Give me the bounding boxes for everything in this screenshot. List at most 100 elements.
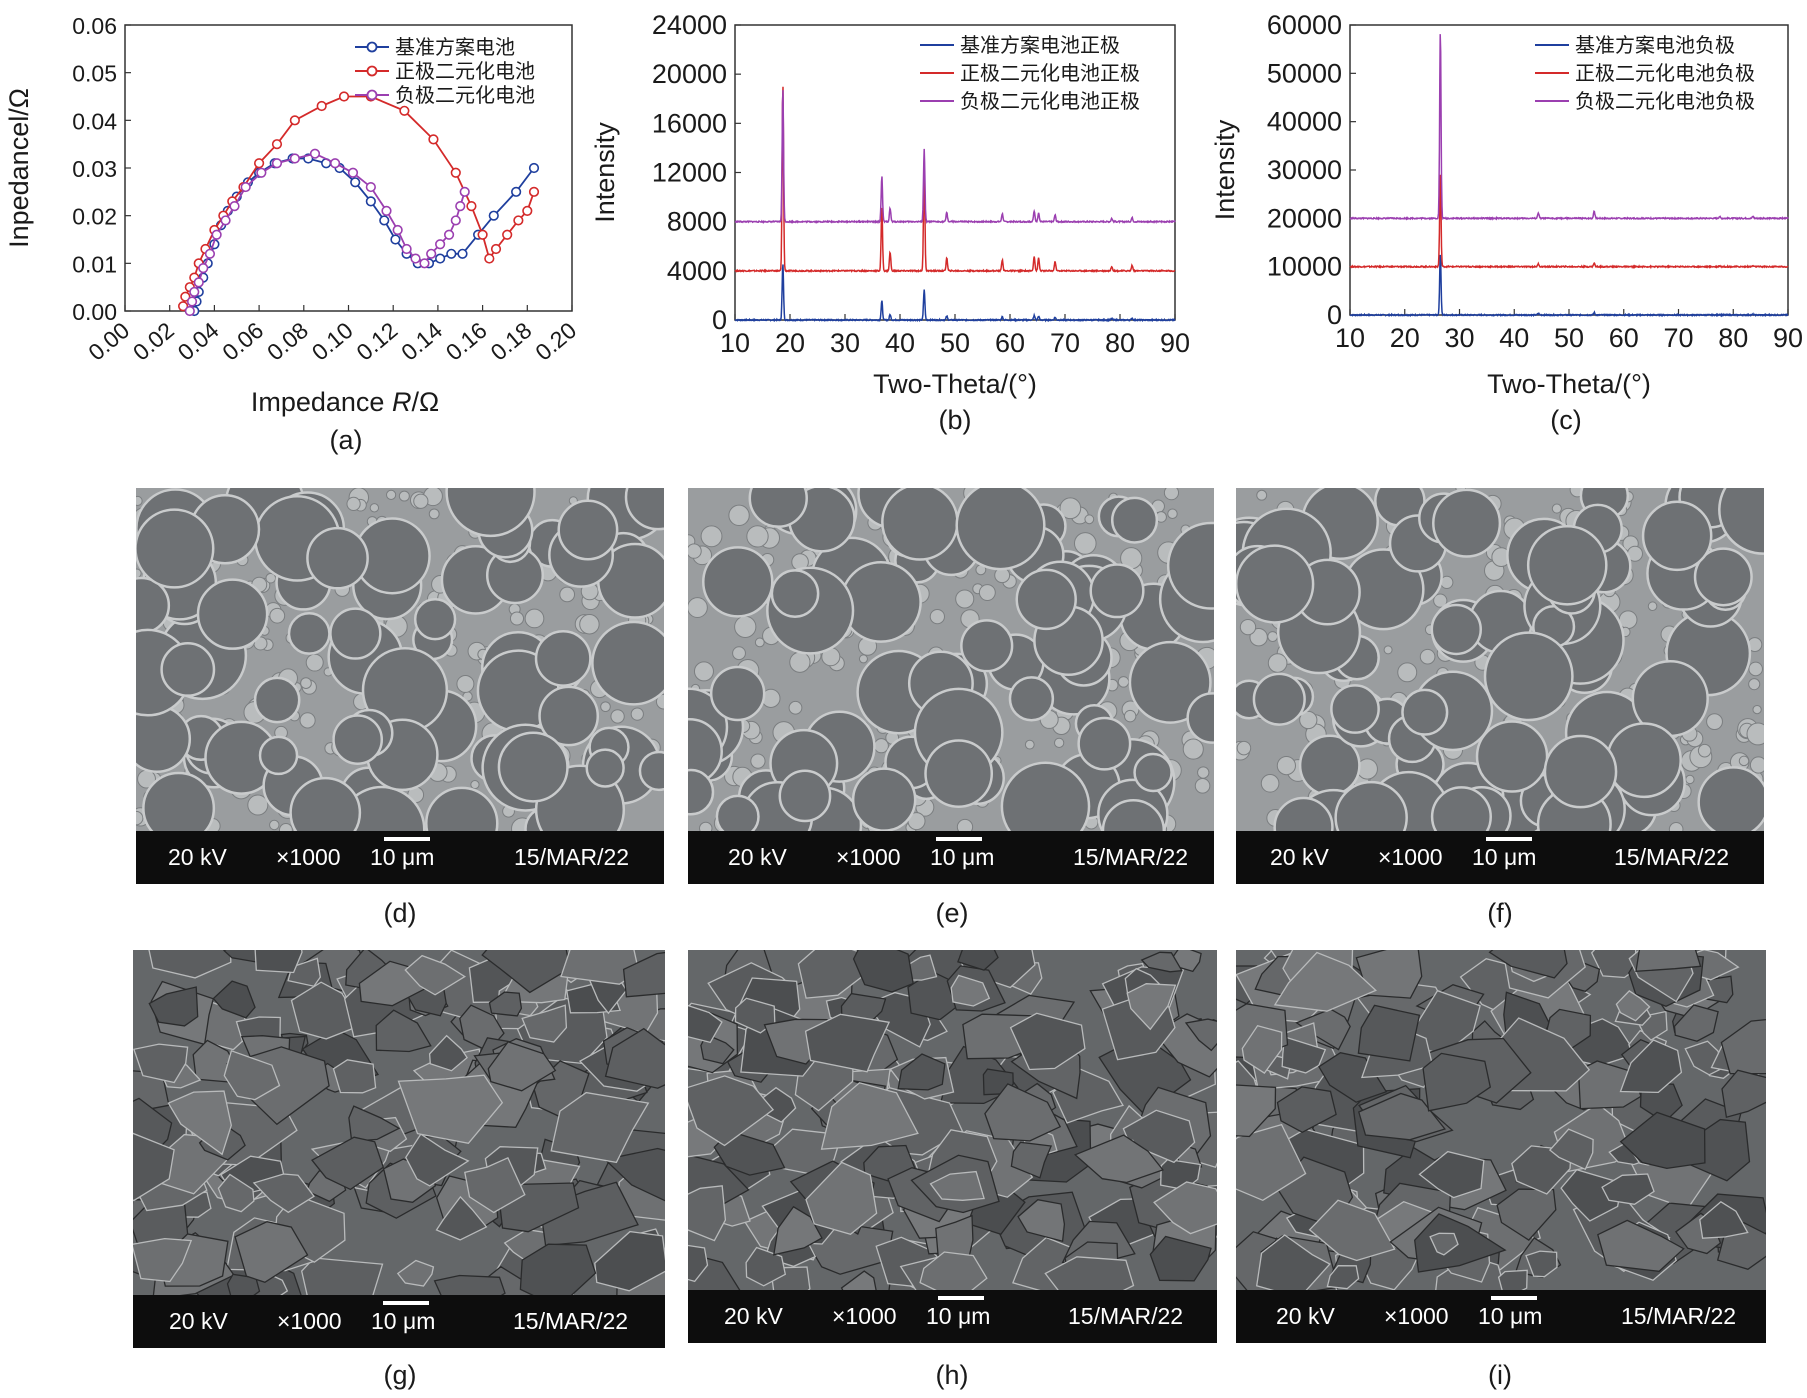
small-particle [600, 701, 611, 713]
x-tick-label: 0.14 [396, 317, 447, 366]
data-point [435, 239, 446, 250]
panel-label-h: (h) [935, 1360, 969, 1390]
small-particle [746, 525, 769, 548]
data-point [178, 301, 189, 312]
data-point [511, 186, 522, 197]
small-particle [1260, 774, 1280, 793]
large-particle [1475, 720, 1549, 793]
large-particle [778, 769, 832, 823]
large-particle [497, 731, 569, 803]
small-particle [1163, 488, 1180, 501]
graphite-flake [688, 1185, 727, 1242]
legend-entry: 基准方案电池负极 [1575, 34, 1735, 57]
data-point [528, 162, 540, 174]
sem-info-bar: 20 kV ×1000 10 μm 15/MAR/22 [133, 1295, 665, 1348]
graphite-flake [404, 954, 467, 996]
large-particle [1128, 640, 1212, 724]
graphite-flake [560, 950, 640, 985]
sem-texture [1236, 950, 1766, 1317]
large-particle [306, 526, 369, 590]
data-point [488, 210, 499, 221]
small-particle [1256, 489, 1268, 501]
data-point [189, 286, 200, 298]
small-particle [369, 503, 380, 513]
large-particle [851, 767, 917, 832]
small-particle [788, 700, 803, 715]
large-particle [638, 750, 664, 792]
data-point [399, 105, 410, 116]
data-point [513, 215, 524, 226]
sem-scale: 10 μm [371, 1308, 436, 1334]
sem-info-bar: 20 kV ×1000 10 μm 15/MAR/22 [688, 1290, 1217, 1343]
x-tick-label: 90 [1773, 323, 1803, 353]
x-tick-label: 30 [830, 328, 860, 358]
sem-magnification: ×1000 [1378, 844, 1443, 870]
graphite-flake [1326, 1265, 1360, 1290]
small-particle [428, 508, 440, 520]
graphite-flake [311, 1136, 385, 1191]
large-particle [960, 619, 1014, 673]
x-tick-label: 40 [1499, 323, 1529, 353]
small-particle [1397, 662, 1418, 683]
panel-label-i: (i) [1488, 1360, 1512, 1390]
small-particle [1706, 713, 1723, 731]
graphite-flake [1548, 1128, 1594, 1171]
graphite-flake [1673, 1004, 1719, 1042]
sem-scale: 10 μm [1478, 1303, 1543, 1329]
data-point [484, 253, 495, 264]
impedance-chart: 0.000.020.040.060.080.100.120.140.160.18… [4, 13, 580, 417]
graphite-flake [1418, 1150, 1485, 1199]
graphite-flake [433, 1274, 506, 1311]
graphite-flake [223, 1049, 281, 1101]
graphite-flake [133, 1237, 193, 1283]
data-point [256, 167, 267, 178]
graphite-flake [1597, 1219, 1685, 1272]
panel-label-e: (e) [935, 898, 969, 928]
graphite-flake [348, 1105, 401, 1143]
graphite-flake [957, 950, 999, 971]
graphite-flake [820, 1082, 919, 1150]
x-axis-label: Impedance R/Ω [251, 387, 439, 417]
graphite-flake [1295, 1008, 1351, 1051]
series-line [734, 86, 1176, 274]
graphite-flake [397, 1074, 504, 1145]
large-particle [413, 598, 457, 641]
data-point [381, 205, 392, 216]
data-point [428, 134, 439, 145]
graphite-flake [332, 1059, 377, 1094]
x-tick-label: 10 [720, 328, 750, 358]
graphite-flake [1073, 1134, 1164, 1184]
x-tick-label: 0.12 [351, 317, 402, 366]
small-particle [1117, 676, 1130, 688]
panel-label-d: (d) [383, 898, 417, 928]
small-particle [1433, 593, 1448, 608]
scale-bar [1486, 837, 1532, 841]
small-particle [956, 818, 974, 836]
small-particle [858, 654, 868, 664]
y-axis-label: Intensity [1210, 119, 1240, 220]
y-tick-label: 0.05 [72, 61, 117, 87]
sem-magnification: ×1000 [277, 1308, 342, 1334]
graphite-flake [1357, 1004, 1421, 1062]
small-particle [1084, 514, 1095, 525]
graphite-flake [148, 986, 199, 1027]
data-point [419, 258, 430, 269]
small-particle [1685, 774, 1695, 785]
small-particle [456, 674, 475, 693]
graphite-flake [1635, 950, 1702, 973]
sem-magnification: ×1000 [832, 1303, 897, 1329]
small-particle [1647, 601, 1658, 612]
panel-label-b: (b) [938, 405, 972, 435]
x-tick-label: 0.10 [307, 317, 358, 366]
data-point [204, 248, 216, 259]
y-tick-label: 20000 [1267, 203, 1342, 233]
large-particle [955, 488, 1046, 571]
y-axis-label: Intensity [590, 122, 620, 223]
graphite-flake [897, 1053, 946, 1091]
legend-entry: 正极二元化电池正极 [960, 62, 1140, 85]
graphite-flake [1273, 951, 1377, 1012]
x-tick-label: 0.06 [217, 317, 268, 366]
legend-entry: 正极二元化电池 [395, 60, 535, 83]
graphite-flake [396, 1259, 435, 1287]
graphite-flake [1720, 1018, 1766, 1075]
